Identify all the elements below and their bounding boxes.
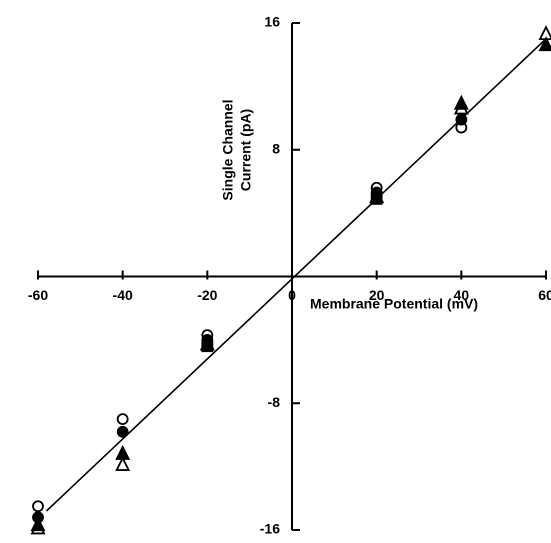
y-axis-label-line: Single Channel <box>220 99 236 200</box>
x-tick-label: -20 <box>197 287 217 303</box>
data-point <box>370 192 383 205</box>
data-point <box>453 94 469 110</box>
data-point <box>201 340 214 353</box>
x-tick-label: -60 <box>28 287 48 303</box>
data-point <box>538 36 551 52</box>
y-tick-label: -16 <box>260 521 280 537</box>
x-tick-label: 0 <box>288 287 296 303</box>
data-point <box>115 444 131 460</box>
y-axis-label: Single Channel Current (pA) <box>220 99 254 200</box>
y-tick-label: 8 <box>272 140 280 156</box>
y-tick-label: -8 <box>268 394 281 410</box>
x-axis-label: Membrane Potential (mV) <box>310 295 478 311</box>
x-tick-label: 60 <box>538 287 551 303</box>
y-tick-label: 16 <box>264 14 280 30</box>
data-point <box>116 425 129 438</box>
x-tick-label: -40 <box>113 287 133 303</box>
data-point <box>32 500 44 513</box>
data-point <box>455 113 468 126</box>
data-point <box>30 516 46 532</box>
fit-line <box>45 38 547 512</box>
data-point <box>115 456 131 471</box>
x-tick-label: 40 <box>454 287 470 303</box>
x-tick-label: 20 <box>369 287 385 303</box>
data-point <box>116 413 129 425</box>
y-axis-label-line: Current (pA) <box>238 109 254 191</box>
